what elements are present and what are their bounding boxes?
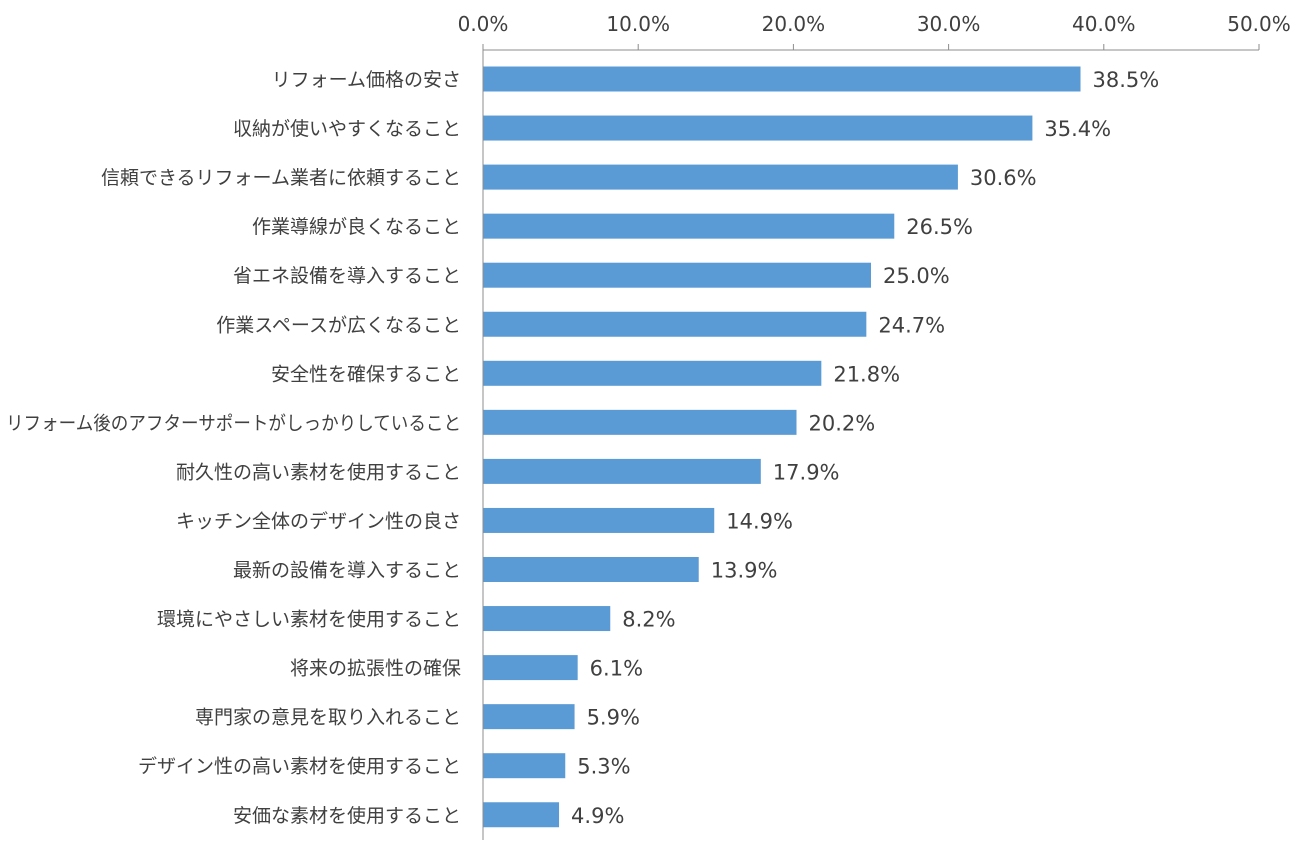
value-label: 14.9% <box>726 509 793 533</box>
x-tick-label: 30.0% <box>917 12 981 36</box>
category-label: 信頼できるリフォーム業者に依頼すること <box>101 167 461 189</box>
bar <box>483 704 575 730</box>
label-layer: リフォーム価格の安さ 38.5% 収納が使いやすくなること 35.4% 信頼できるリフォ… <box>6 68 1159 828</box>
bar <box>483 507 715 533</box>
category-label: 最新の設備を導入すること <box>233 560 461 582</box>
bar <box>483 66 1081 92</box>
value-label: 26.5% <box>906 215 973 239</box>
bar-layer <box>483 66 1081 828</box>
value-label: 17.9% <box>773 460 840 484</box>
category-label: 専門家の意見を取り入れること <box>195 707 461 729</box>
bar <box>483 360 822 386</box>
bar <box>483 802 560 828</box>
bar <box>483 262 871 288</box>
category-label: リフォーム価格の安さ <box>272 69 461 91</box>
value-label: 24.7% <box>878 313 945 337</box>
value-label: 4.9% <box>571 804 624 828</box>
bar <box>483 409 797 435</box>
value-label: 30.6% <box>970 166 1037 190</box>
bar <box>483 115 1033 141</box>
value-label: 8.2% <box>622 608 675 632</box>
x-tick-label: 10.0% <box>606 12 670 36</box>
category-label: 作業スペースが広くなること <box>216 314 461 336</box>
bar <box>483 164 958 190</box>
category-label: デザイン性の高い素材を使用すること <box>138 756 461 778</box>
value-label: 6.1% <box>590 657 643 681</box>
value-label: 21.8% <box>833 362 900 386</box>
x-tick-label: 40.0% <box>1072 12 1136 36</box>
bar <box>483 458 761 484</box>
category-label: 安価な素材を使用すること <box>233 805 461 827</box>
bar <box>483 213 895 239</box>
category-label: 将来の拡張性の確保 <box>290 658 461 680</box>
value-label: 5.3% <box>577 755 630 779</box>
bar <box>483 753 566 779</box>
category-label: リフォーム後のアフターサポートがしっかりしていること <box>6 412 461 434</box>
bar <box>483 606 611 632</box>
value-label: 25.0% <box>883 264 950 288</box>
axis-layer: 0.0% 10.0% 20.0% 30.0% 40.0% 50.0% <box>458 12 1291 840</box>
value-label: 13.9% <box>711 559 778 583</box>
value-label: 20.2% <box>809 411 876 435</box>
x-tick-label: 20.0% <box>762 12 826 36</box>
bar <box>483 655 578 681</box>
x-tick-label: 0.0% <box>458 12 509 36</box>
category-label: 省エネ設備を導入すること <box>233 265 461 287</box>
category-label: キッチン全体のデザイン性の良さ <box>176 510 461 532</box>
category-label: 作業導線が良くなること <box>252 216 461 238</box>
value-label: 35.4% <box>1044 117 1111 141</box>
x-tick-label: 50.0% <box>1227 12 1291 36</box>
category-label: 収納が使いやすくなること <box>233 118 461 140</box>
category-label: 環境にやさしい素材を使用すること <box>157 609 461 631</box>
category-label: 安全性を確保すること <box>271 363 461 385</box>
value-label: 5.9% <box>587 706 640 730</box>
category-label: 耐久性の高い素材を使用すること <box>176 461 461 483</box>
bar <box>483 557 699 582</box>
bar <box>483 311 867 337</box>
value-label: 38.5% <box>1093 68 1160 92</box>
